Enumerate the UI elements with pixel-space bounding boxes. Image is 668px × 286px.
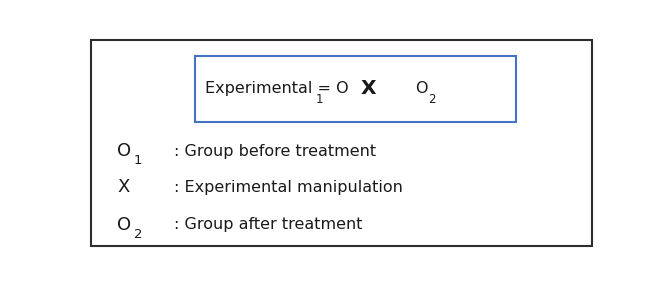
Text: : Experimental manipulation: : Experimental manipulation: [174, 180, 403, 195]
Text: : Group after treatment: : Group after treatment: [174, 217, 363, 232]
Text: : Group before treatment: : Group before treatment: [174, 144, 376, 158]
Text: O: O: [117, 142, 132, 160]
Text: 2: 2: [428, 93, 436, 106]
Text: Experimental = O: Experimental = O: [205, 81, 349, 96]
Text: X: X: [361, 79, 376, 98]
Text: X: X: [117, 178, 130, 196]
Text: 1: 1: [315, 93, 323, 106]
Text: O: O: [415, 81, 428, 96]
Text: 2: 2: [134, 228, 142, 241]
Text: O: O: [117, 216, 132, 234]
Text: 1: 1: [134, 154, 142, 167]
